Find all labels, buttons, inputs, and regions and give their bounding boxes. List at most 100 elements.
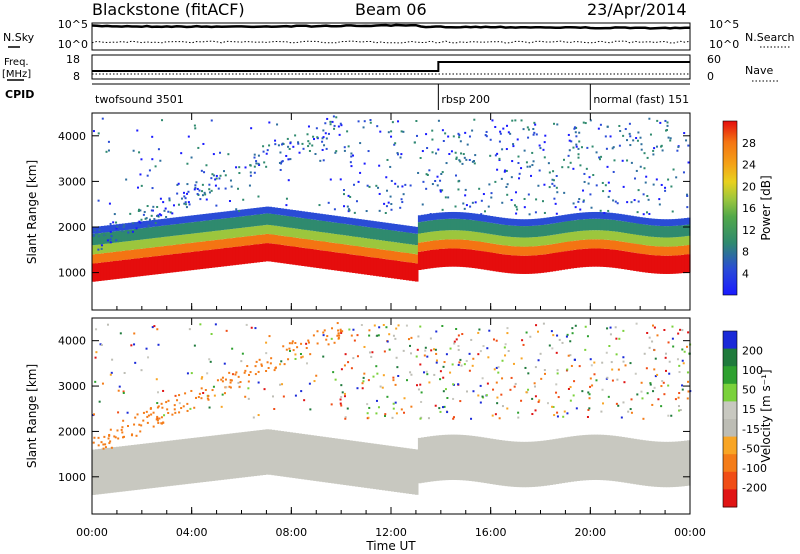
power-band-cell [612,249,616,268]
power-band-cell [405,243,410,253]
power-colorbar-label: Power [dB] [759,175,773,240]
power-point [235,208,238,211]
velocity-band-cell [633,438,637,485]
velocity-point [186,372,189,375]
velocity-point [493,368,496,371]
velocity-point [245,323,248,326]
velocity-point [449,347,452,350]
power-point [494,180,497,183]
power-band-cell [468,240,473,250]
power-band-cell [594,248,598,267]
power-point [514,191,517,194]
power-band-cell [438,230,443,240]
power-band-cell [115,242,120,252]
velocity-point [152,425,155,428]
velocity-point [674,398,677,401]
velocity-point [587,408,590,411]
power-point [516,138,519,141]
power-band-cell [283,236,287,246]
velocity-point [395,327,398,330]
velocity-point [419,417,422,420]
velocity-point [558,338,561,341]
power-point [311,144,314,147]
power-point [561,166,564,169]
power-point [281,160,284,163]
power-point [265,165,268,168]
power-band-cell [376,228,380,240]
velocity-point [361,387,364,390]
velocity-band-cell [358,441,362,488]
velocity-band-cell [196,437,201,483]
velocity-band-cell [208,435,213,482]
power-point [583,180,586,183]
velocity-band-cell [480,437,485,483]
velocity-point [618,337,621,340]
velocity-point [220,405,223,408]
power-point [394,142,397,145]
power-band-cell [259,243,264,263]
power-band-cell [259,234,264,244]
power-band-cell [471,220,476,232]
power-band-cell [537,245,542,255]
power-band-cell [268,224,272,235]
velocity-point [555,383,558,386]
power-band-cell [286,216,290,228]
power-point [664,189,667,192]
power-point [457,132,460,135]
velocity-point [425,370,428,373]
velocity-band-cell [148,442,153,489]
power-point [146,205,149,208]
velocity-band-cell [352,440,356,487]
power-point [249,171,252,174]
velocity-point [453,340,456,343]
power-band-cell [567,232,571,242]
power-band-cell [229,217,234,230]
power-point [308,149,311,152]
power-point [494,154,497,157]
power-band-cell [486,215,491,223]
power-point [461,162,464,165]
power-band-cell [567,214,571,222]
power-point [196,192,199,195]
velocity-point [254,327,257,330]
power-band-cell [675,225,679,238]
power-point [363,120,366,123]
power-band-cell [103,243,108,253]
velocity-point [672,345,675,348]
velocity-point [533,385,536,388]
velocity-band-cell [265,429,270,475]
power-band-cell [585,248,589,267]
power-band-cell [277,244,281,263]
power-point [201,194,204,197]
velocity-point [420,400,423,403]
velocity-point [221,380,224,383]
power-point [649,133,652,136]
velocity-point [479,401,482,404]
power-point [384,212,387,215]
y-tick-label: 1000 [58,471,86,484]
power-point [154,222,157,225]
power-band-cell [328,221,332,234]
x-tick-label: 00:00 [76,526,108,539]
velocity-point [174,394,177,397]
power-band-cell [364,247,368,257]
nsearch-line [91,40,691,44]
velocity-point [434,348,437,351]
velocity-point [201,376,204,379]
freq-unit-label: [MHz] [2,69,31,80]
velocity-band-cell [388,445,392,492]
power-band-cell [498,235,503,245]
power-band-cell [468,249,473,268]
velocity-band-cell [645,440,649,486]
power-point [387,131,390,134]
velocity-point [443,361,446,364]
velocity-point [668,360,671,363]
velocity-point [648,336,651,339]
velocity-point [439,370,442,373]
power-point [582,189,585,192]
power-point [604,184,607,187]
power-band-cell [471,213,476,221]
velocity-point [145,347,148,350]
power-band-cell [92,254,96,264]
power-band-cell [666,226,670,238]
